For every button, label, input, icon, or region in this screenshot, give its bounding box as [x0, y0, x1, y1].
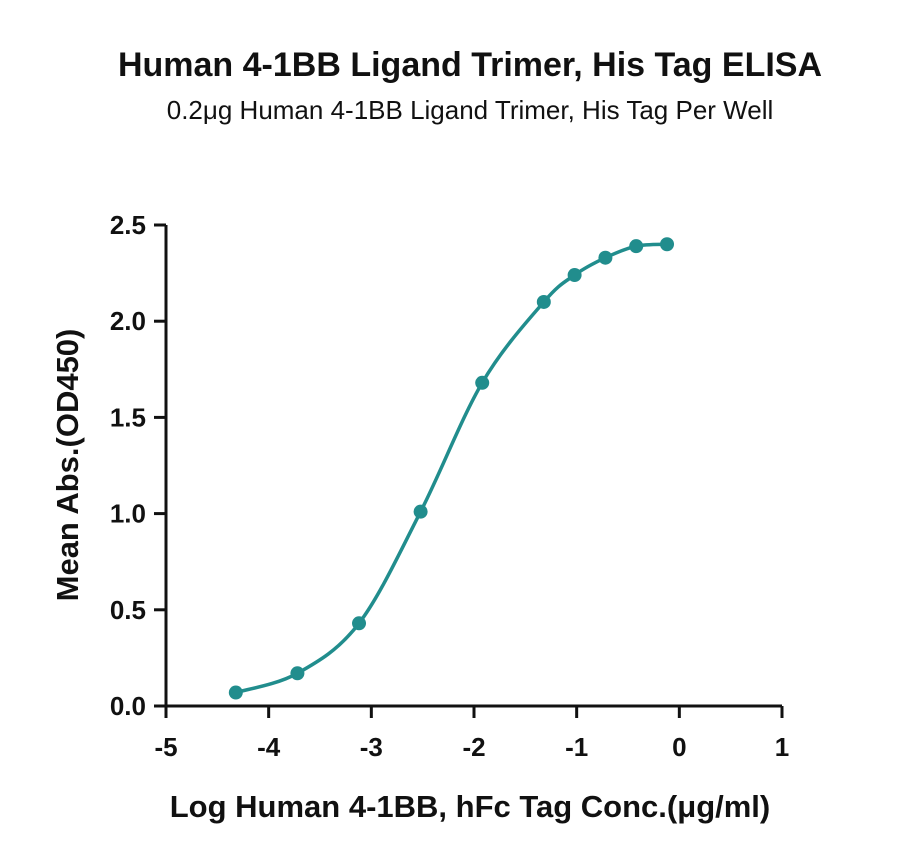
chart-subtitle: 0.2μg Human 4-1BB Ligand Trimer, His Tag…	[167, 95, 774, 125]
data-point	[537, 295, 551, 309]
chart-title: Human 4-1BB Ligand Trimer, His Tag ELISA	[118, 46, 822, 84]
data-point	[568, 268, 582, 282]
x-axis-label: Log Human 4-1BB, hFc Tag Conc.(μg/ml)	[170, 789, 771, 824]
y-tick-label: 2.0	[110, 306, 146, 336]
y-tick-label: 1.0	[110, 499, 146, 529]
x-tick-label: -4	[257, 732, 281, 762]
data-point	[475, 376, 489, 390]
axes: 0.0 0.5 1.0 1.5 2.0 2.5 -5 -4 -3 -2 -1 0 1	[110, 210, 789, 762]
x-tick-label: 1	[775, 732, 789, 762]
data-point	[414, 505, 428, 519]
y-tick-label: 0.0	[110, 691, 146, 721]
x-tick-label: -5	[154, 732, 177, 762]
x-tick-label: 0	[672, 732, 686, 762]
x-tick-label: -2	[462, 732, 485, 762]
x-tick-label: -3	[360, 732, 383, 762]
data-point	[598, 251, 612, 265]
y-axis-label: Mean Abs.(OD450)	[50, 329, 85, 602]
y-tick-label: 0.5	[110, 595, 146, 625]
data-point	[629, 239, 643, 253]
y-tick-label: 1.5	[110, 402, 146, 432]
data-point	[352, 616, 366, 630]
y-tick-label: 2.5	[110, 210, 146, 240]
fit-curve	[236, 244, 667, 692]
data-point	[290, 666, 304, 680]
data-point	[229, 686, 243, 700]
x-tick-label: -1	[565, 732, 588, 762]
data-point	[660, 237, 674, 251]
